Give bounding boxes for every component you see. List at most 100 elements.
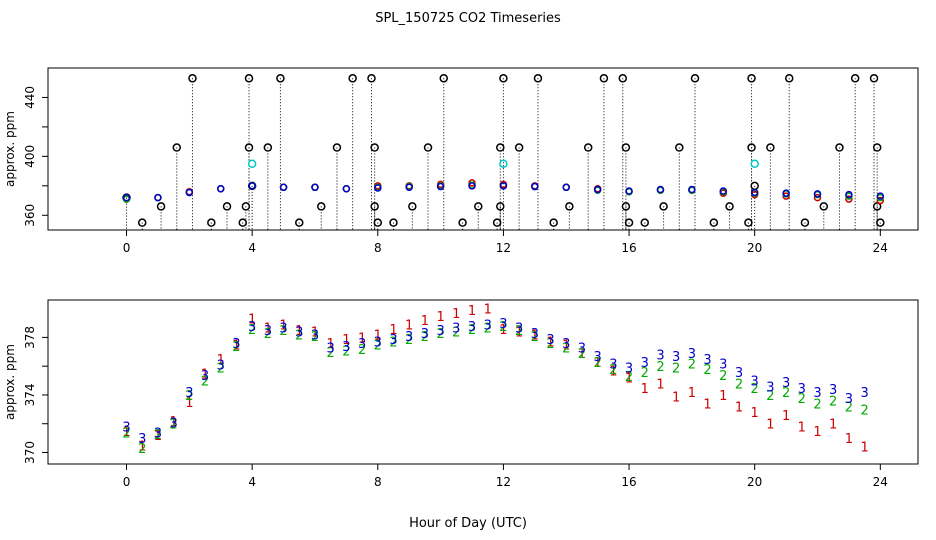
point-2: 2 <box>185 389 193 404</box>
point-1: 1 <box>122 425 130 440</box>
point-2: 2 <box>248 323 256 338</box>
point-calibration <box>408 202 417 211</box>
point-2: 2 <box>860 403 868 418</box>
point-3 <box>719 187 728 195</box>
point-2: 2 <box>452 326 460 341</box>
point-2: 2 <box>232 340 240 355</box>
point-calibration <box>621 143 631 152</box>
point-2: 2 <box>719 369 727 384</box>
point-calibration <box>439 74 448 83</box>
point-calibration <box>316 202 326 211</box>
point-3 <box>845 190 853 199</box>
point-3 <box>436 182 445 191</box>
point-calibration <box>241 202 251 211</box>
point-1: 1 <box>358 331 366 346</box>
point-3: 3 <box>688 347 696 362</box>
point-2: 2 <box>798 392 806 407</box>
point-calibration <box>172 143 182 152</box>
point-3: 3 <box>248 320 256 335</box>
point-2: 2 <box>327 346 335 361</box>
point-1: 1 <box>154 429 162 444</box>
point-1: 1 <box>782 409 790 424</box>
point-1: 1 <box>798 421 806 436</box>
point-calibration <box>295 218 304 227</box>
point-3 <box>782 189 790 197</box>
point-calibration <box>640 218 650 227</box>
point-1: 1 <box>264 321 272 336</box>
point-1: 1 <box>295 324 303 339</box>
x-tick-label: 8 <box>374 475 382 489</box>
point-calibration <box>621 202 631 211</box>
point-calibration <box>876 218 885 227</box>
point-1: 1 <box>232 339 240 354</box>
point-1: 1 <box>436 310 444 325</box>
point-1 <box>845 195 853 203</box>
point-3 <box>468 182 476 190</box>
y-tick-label: 374 <box>23 383 37 406</box>
point-3: 3 <box>703 353 711 368</box>
point-calibration <box>207 218 216 227</box>
point-calibration <box>332 143 342 152</box>
point-1: 1 <box>688 386 696 401</box>
point-1: 1 <box>609 364 617 379</box>
point-1: 1 <box>484 303 492 318</box>
point-3: 3 <box>766 380 774 395</box>
point-2: 2 <box>295 329 303 344</box>
point-2: 2 <box>625 370 633 385</box>
point-1: 1 <box>515 326 523 341</box>
point-1 <box>813 193 822 202</box>
point-2: 2 <box>342 344 350 359</box>
point-1: 1 <box>703 398 711 413</box>
point-calibration <box>872 202 882 211</box>
point-3 <box>688 185 696 194</box>
point-3 <box>499 182 508 190</box>
point-2: 2 <box>484 321 492 336</box>
point-3: 3 <box>672 350 680 365</box>
point-3: 3 <box>751 375 759 390</box>
point-1: 1 <box>766 418 774 433</box>
point-calibration <box>244 74 254 83</box>
point-2: 2 <box>845 400 853 415</box>
point-3: 3 <box>499 317 507 332</box>
point-3 <box>185 188 194 197</box>
point-3: 3 <box>358 337 366 352</box>
point-3: 3 <box>531 327 539 342</box>
point-1: 1 <box>672 390 680 405</box>
y-tick-label: 370 <box>23 441 37 464</box>
x-tick-label: 4 <box>248 241 256 255</box>
x-tick-label: 16 <box>621 475 636 489</box>
point-1: 1 <box>829 418 837 433</box>
point-2: 2 <box>358 343 366 358</box>
point-1: 1 <box>719 389 727 404</box>
x-tick-label: 24 <box>873 475 888 489</box>
point-3: 3 <box>468 320 476 335</box>
point-2: 2 <box>436 327 444 342</box>
point-2: 2 <box>138 442 146 457</box>
point-3: 3 <box>860 386 868 401</box>
point-calibration <box>624 218 634 227</box>
point-3 <box>154 193 162 202</box>
point-3 <box>813 190 822 198</box>
point-2: 2 <box>609 363 617 378</box>
point-calibration <box>276 74 285 83</box>
point-2: 2 <box>389 336 397 351</box>
chart-title: SPL_150725 CO2 Timeseries <box>375 11 561 26</box>
point-calibration <box>373 218 383 227</box>
point-3: 3 <box>845 392 853 407</box>
plot-area <box>122 74 885 230</box>
point-2: 2 <box>201 375 209 390</box>
point-calibration <box>800 218 810 227</box>
point-3 <box>248 182 256 190</box>
y-tick-label: 378 <box>23 326 37 349</box>
point-calibration <box>156 202 166 211</box>
point-2: 2 <box>374 339 382 354</box>
point-3: 3 <box>578 341 586 356</box>
y-tick-label: 400 <box>23 145 37 168</box>
point-1: 1 <box>845 432 853 447</box>
point-calibration <box>263 143 273 152</box>
point-3: 3 <box>201 369 209 384</box>
point-calibration <box>618 74 628 83</box>
point-calibration <box>709 218 719 227</box>
point-calibration <box>784 74 794 83</box>
